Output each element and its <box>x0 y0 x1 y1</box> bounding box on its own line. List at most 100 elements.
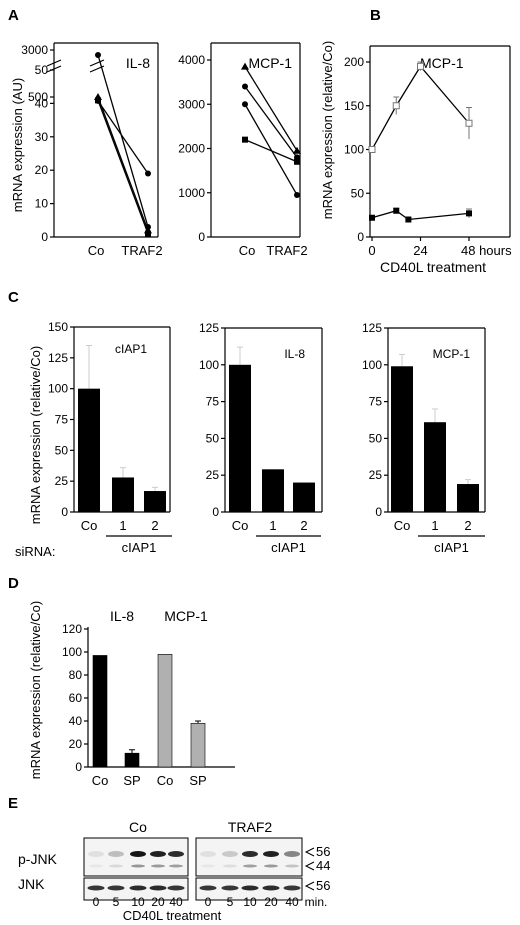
blot-band <box>221 885 239 891</box>
data-point <box>241 62 249 70</box>
siRNA-label: siRNA: <box>15 544 55 559</box>
blot-title-traf2: TRAF2 <box>228 819 273 835</box>
y-tick-label: 40 <box>35 96 49 110</box>
panel-letter-e: E <box>8 795 18 812</box>
x-tick-label: Co <box>157 773 174 788</box>
y-tick-label: 0 <box>212 505 219 519</box>
x-tick-label: Co <box>81 518 98 533</box>
row-label-jnk: JNK <box>18 876 45 892</box>
marker-arrow <box>304 861 315 871</box>
y-tick-label: 100 <box>362 358 382 372</box>
lane-label: min. <box>305 895 328 909</box>
y-tick-label: 0 <box>357 230 364 244</box>
series-line <box>244 66 298 152</box>
blot-band <box>283 885 301 891</box>
y-tick-label: 50 <box>35 63 49 77</box>
x-tick-label: 0 <box>368 243 375 258</box>
blot-band <box>151 864 165 868</box>
x-tick-label: 2 <box>151 518 158 533</box>
blot-band <box>241 885 259 891</box>
blot-band <box>88 851 104 857</box>
y-tick-label: 40 <box>69 714 83 728</box>
group-label: cIAP1 <box>271 540 306 555</box>
series-line <box>244 103 298 196</box>
data-point <box>294 158 300 165</box>
y-tick-label: 100 <box>62 645 82 659</box>
lane-label: 0 <box>205 895 212 909</box>
y-tick-label: 0 <box>198 230 205 244</box>
y-tick-label: 150 <box>344 99 364 113</box>
y-tick-label: 150 <box>48 320 68 334</box>
y-tick-label: 120 <box>62 622 82 636</box>
x-tick-label: 1 <box>431 518 438 533</box>
y-tick-label: 75 <box>206 395 220 409</box>
lane-label: 20 <box>151 895 165 909</box>
x-tick-label: 2 <box>464 518 471 533</box>
western-blot: Co TRAF2 p-JNK JNK CD40L treatment 56445… <box>18 819 330 923</box>
bar <box>92 655 108 768</box>
axis-break-mark <box>46 59 62 67</box>
chart-title: cIAP1 <box>115 342 147 356</box>
blot-band <box>263 851 279 857</box>
blot-band <box>131 864 145 868</box>
series-line <box>97 100 149 234</box>
y-tick-label: 0 <box>375 505 382 519</box>
data-point <box>95 52 101 58</box>
blot-band <box>109 864 123 868</box>
panel-letter-b: B <box>370 7 381 24</box>
group-title-mcp1: MCP-1 <box>164 608 208 624</box>
y-tick-label: 25 <box>55 474 69 488</box>
bar <box>293 482 315 512</box>
y-tick-label: 3000 <box>21 43 48 57</box>
data-point <box>405 216 412 223</box>
lane-label: 20 <box>264 895 278 909</box>
size-marker-label: 44 <box>316 858 330 873</box>
x-tick-label: 1 <box>119 518 126 533</box>
y-axis-label: mRNA expression (relative/Co) <box>320 41 335 219</box>
x-tick-label: TRAF2 <box>121 243 162 258</box>
y-tick-label: 10 <box>35 197 49 211</box>
blot-band <box>87 885 105 891</box>
chart-title: MCP-1 <box>420 55 464 71</box>
row-label-pjnk: p-JNK <box>18 851 58 867</box>
x-tick-label: TRAF2 <box>266 243 307 258</box>
bar <box>391 366 413 512</box>
blot-band <box>201 864 215 868</box>
blot-band <box>262 885 280 891</box>
chart-c-mcp1: MCP-1 0 25 50 75 100 125 Co 1 2 cIAP1 <box>362 321 486 555</box>
blot-band <box>284 851 300 857</box>
blot-band <box>150 851 166 857</box>
series-line <box>97 54 149 228</box>
y-tick-label: 125 <box>48 351 68 365</box>
axis-break-mark <box>46 65 62 73</box>
x-tick-label: Co <box>88 243 105 258</box>
data-point <box>392 102 400 110</box>
lane-label: 10 <box>243 895 257 909</box>
panel-letters: A B C D E <box>8 7 381 812</box>
y-tick-label: 3000 <box>178 97 205 111</box>
series-line <box>97 96 149 231</box>
blot-band <box>200 851 216 857</box>
x-tick-label: SP <box>123 773 140 788</box>
blot-band <box>222 851 238 857</box>
axis-break-mark <box>89 59 105 67</box>
chart-c-il8: IL-8 0 25 50 75 100 125 Co 1 2 cIAP1 <box>199 321 323 555</box>
blot-band <box>89 864 103 868</box>
y-tick-label: 500 <box>28 90 48 104</box>
blot-band <box>129 885 147 891</box>
bar <box>112 477 134 512</box>
bar <box>144 491 166 512</box>
series-line <box>371 210 470 221</box>
series-line <box>244 139 298 163</box>
chart-b: mRNA expression (relative/Co) MCP-1 CD40… <box>320 41 512 275</box>
y-axis-label: mRNA expression (AU) <box>10 78 25 212</box>
blot-band <box>108 851 124 857</box>
x-tick-label: 48 hours <box>461 243 512 258</box>
group-label: cIAP1 <box>122 540 157 555</box>
y-tick-label: 1000 <box>178 186 205 200</box>
data-point <box>242 136 248 143</box>
lane-label: 10 <box>131 895 145 909</box>
data-point <box>368 146 376 153</box>
group-title-il8: IL-8 <box>110 608 134 624</box>
